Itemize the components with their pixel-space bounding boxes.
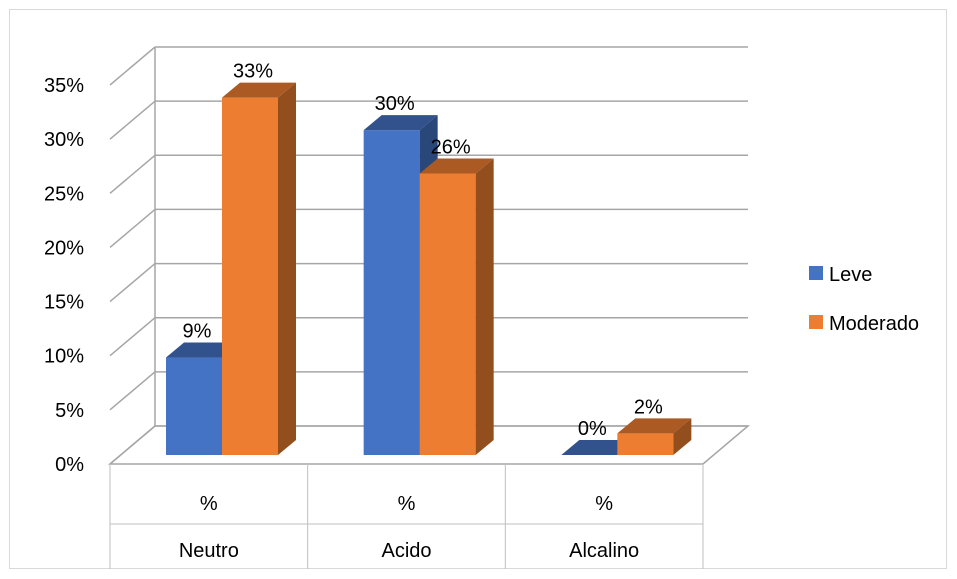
bar-side <box>673 418 692 455</box>
wall-grid-diagonal <box>109 317 156 357</box>
category-label: Alcalino <box>569 540 639 562</box>
y-tick-label: 35% <box>44 75 84 97</box>
data-label: 30% <box>375 93 415 115</box>
wall-grid-diagonal <box>109 154 156 194</box>
bar-top <box>222 82 296 98</box>
y-tick-label: 20% <box>44 237 84 259</box>
bar-front <box>419 173 476 455</box>
wall-grid-diagonal <box>109 46 156 86</box>
y-tick-label: 25% <box>44 183 84 205</box>
legend-swatch <box>809 266 823 280</box>
bar-front <box>222 97 278 456</box>
data-label: 33% <box>233 61 273 83</box>
bar-side <box>475 158 494 455</box>
y-tick-label: 30% <box>44 129 84 151</box>
data-label: 26% <box>431 136 471 158</box>
y-tick-label: 15% <box>44 292 84 314</box>
category-label: Neutro <box>179 540 239 562</box>
bar-front <box>363 130 420 455</box>
wall-grid-diagonal <box>109 371 156 411</box>
data-label: 2% <box>634 396 663 418</box>
bar-top <box>617 418 692 434</box>
bar-top <box>561 440 636 455</box>
y-tick-label: 5% <box>55 400 84 422</box>
legend-label: Leve <box>829 264 872 286</box>
y-tick-label: 10% <box>44 346 84 368</box>
legend-swatch <box>809 315 823 329</box>
category-sublabel: % <box>595 493 613 515</box>
data-label: 9% <box>183 321 212 343</box>
bar-side <box>278 82 296 456</box>
bar-front <box>166 357 222 455</box>
bar-front <box>617 433 674 455</box>
category-label: Acido <box>381 540 431 562</box>
wall-grid-diagonal <box>109 262 156 303</box>
category-sublabel: % <box>398 493 416 515</box>
data-label: 0% <box>578 418 607 440</box>
category-sublabel: % <box>200 493 218 515</box>
bar-top <box>166 342 240 358</box>
legend-label: Moderado <box>829 313 919 335</box>
y-tick-label: 0% <box>55 454 84 476</box>
wall-grid-diagonal <box>109 100 156 140</box>
bar-top <box>363 115 438 131</box>
wall-grid-diagonal <box>109 208 156 249</box>
bar-top <box>419 158 494 174</box>
